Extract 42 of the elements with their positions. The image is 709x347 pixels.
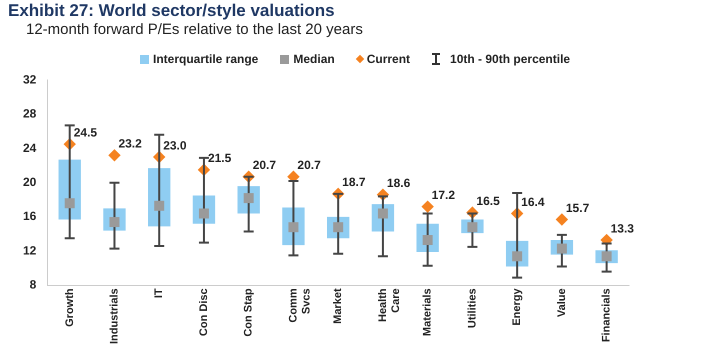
x-tick-label: Value — [556, 288, 568, 318]
point — [108, 149, 120, 162]
x-tick-label: IT — [153, 288, 166, 298]
x-tick-label: Energy — [511, 288, 524, 326]
chart-subtitle: 12-month forward P/Es relative to the last 20 years — [26, 21, 363, 38]
x-tick-label: Industrials — [108, 288, 120, 344]
x-tick-label: Con Stap — [242, 288, 255, 337]
y-tick-label: 20 — [22, 175, 37, 189]
legend-label: Interquartile range — [153, 52, 258, 66]
x-tick-label: Utilities — [466, 288, 478, 328]
data-label: 24.5 — [74, 125, 98, 140]
y-tick-label: 16 — [22, 209, 37, 224]
data-label: 18.7 — [342, 175, 366, 190]
data-label: 15.7 — [566, 200, 590, 215]
point — [422, 200, 434, 213]
y-tick-label: 28 — [22, 106, 37, 121]
x-tick-label: Con Disc — [198, 288, 210, 336]
x-tick-label: Growth — [64, 288, 76, 327]
x-tick-label: Market — [332, 288, 344, 324]
x-tick-label: Materials — [422, 288, 434, 336]
y-tick-label: 24 — [22, 140, 37, 155]
data-label: 16.4 — [521, 194, 545, 209]
y-tick-label: 32 — [22, 72, 37, 86]
x-tick-label: Health Care — [376, 288, 402, 322]
legend-label: Current — [366, 52, 410, 66]
data-label: 17.2 — [432, 188, 456, 202]
data-label: 20.7 — [297, 158, 322, 172]
chart-title: Exhibit 27: World sector/style valuations — [8, 1, 335, 21]
data-label: 23.0 — [163, 138, 187, 152]
data-label: 23.2 — [118, 136, 142, 151]
text: 10th - 90th percentile — [450, 52, 570, 66]
data-label: 20.7 — [252, 158, 276, 172]
text: Median — [293, 52, 335, 66]
data-label: 16.5 — [476, 194, 500, 208]
data-label: 13.3 — [610, 221, 634, 236]
x-tick-label: Financials — [600, 288, 613, 342]
data-label: 21.5 — [208, 151, 232, 166]
y-tick-label: 12 — [22, 243, 37, 258]
x-tick-label: Comm Svcs — [287, 288, 313, 323]
data-label: 18.6 — [386, 176, 411, 190]
y-tick-label: 8 — [30, 278, 37, 292]
point — [556, 213, 568, 226]
